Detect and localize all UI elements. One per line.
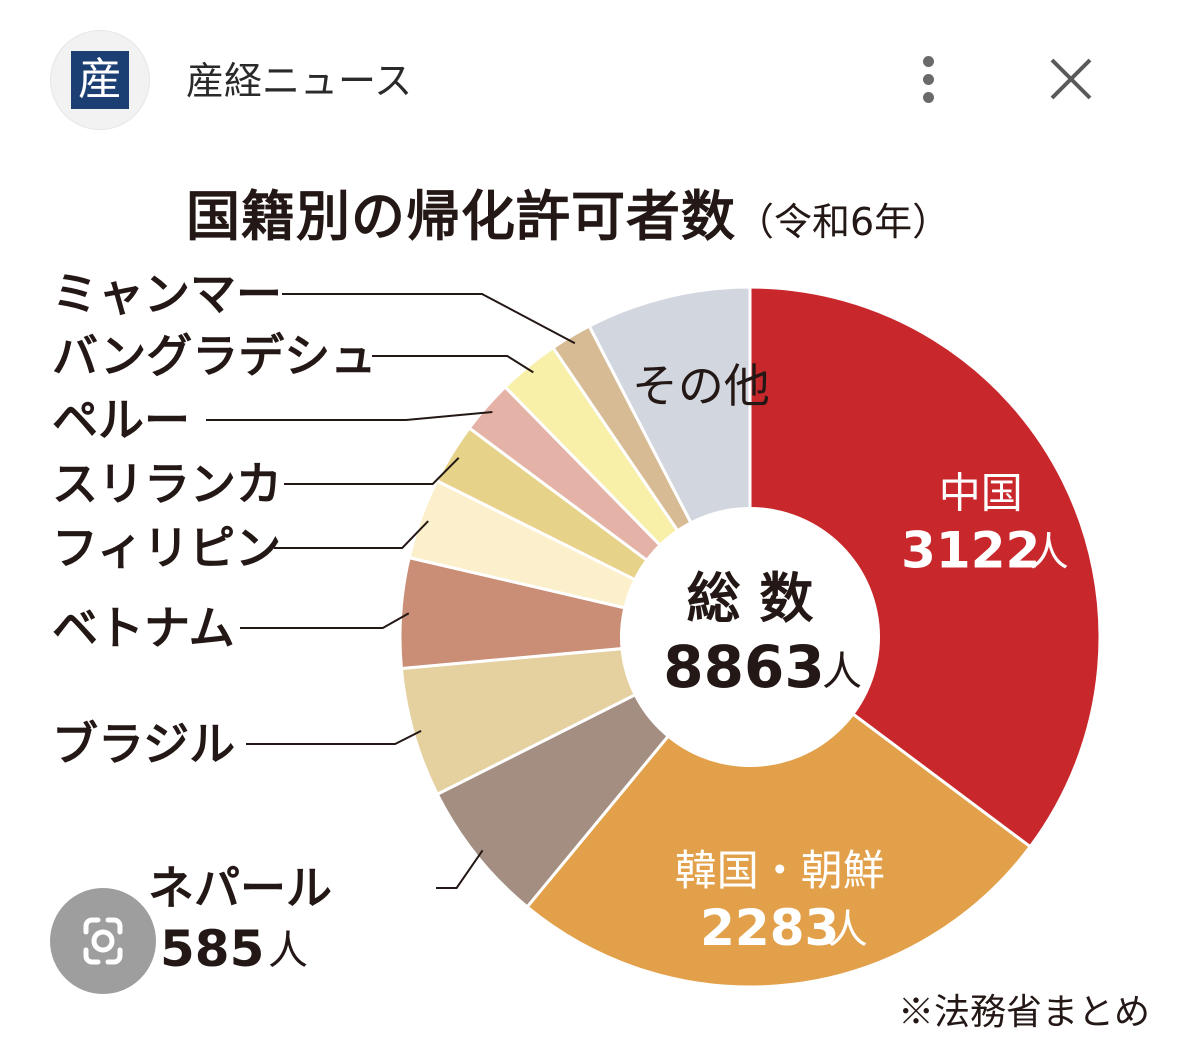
- close-icon[interactable]: [1040, 50, 1104, 110]
- label-slice-3-name: ブラジル: [52, 717, 235, 771]
- source-name[interactable]: 産経ニュース: [186, 59, 413, 103]
- center-hole: [620, 507, 880, 767]
- leader-line-slice-3: [246, 730, 422, 745]
- label-slice-1-value: 2283: [700, 899, 839, 957]
- label-slice-9-name: ミャンマー: [52, 267, 282, 321]
- label-slice-0-value: 3122: [901, 521, 1040, 579]
- label-slice-2-name: ネパール: [148, 861, 332, 915]
- label-slice-4-name: ベトナム: [52, 601, 235, 655]
- lens-search-icon[interactable]: [50, 888, 156, 994]
- logo-mark: 産: [71, 51, 129, 109]
- center-total-label: 総 数: [687, 567, 814, 630]
- label-slice-5-name: フィリピン: [52, 521, 281, 575]
- chart-title-sub: （令和6年）: [736, 200, 951, 244]
- label-slice-1-name: 韓国・朝鮮: [675, 846, 885, 895]
- leader-line-slice-2: [436, 849, 484, 889]
- leader-line-slice-4: [240, 612, 410, 629]
- pie-slice-0: [748, 285, 1102, 849]
- chart-title-main: 国籍別の帰化許可者数: [186, 185, 736, 248]
- label-slice-2-value: 585: [160, 920, 264, 978]
- label-slice-10-name: その他: [632, 359, 770, 413]
- label-slice-0-name: 中国: [939, 468, 1023, 517]
- leader-line-slice-9: [282, 293, 576, 345]
- pie-slice-1: [525, 634, 1033, 989]
- leader-line-slice-8: [372, 355, 534, 374]
- label-slice-0-unit: 人: [1029, 529, 1069, 575]
- chart-title: 国籍別の帰化許可者数（令和6年）: [186, 172, 950, 251]
- source-note: ※法務省まとめ: [898, 992, 1151, 1033]
- label-slice-6-name: スリランカ: [52, 457, 282, 511]
- label-slice-7-name: ペルー: [52, 393, 190, 447]
- label-slice-2-unit: 人: [268, 928, 308, 974]
- label-slice-1-unit: 人: [828, 907, 868, 953]
- more-vertical-icon[interactable]: [906, 50, 952, 110]
- center-total-unit: 人: [822, 649, 862, 695]
- leader-line-slice-7: [206, 411, 493, 421]
- label-slice-8-name: バングラデシュ: [52, 329, 376, 383]
- top-bar: 産 産経ニュース: [0, 0, 1179, 150]
- center-total-value: 8863: [663, 633, 824, 701]
- leader-line-slice-5: [274, 520, 429, 549]
- source-logo[interactable]: 産: [50, 30, 150, 130]
- leader-line-slice-6: [284, 457, 460, 485]
